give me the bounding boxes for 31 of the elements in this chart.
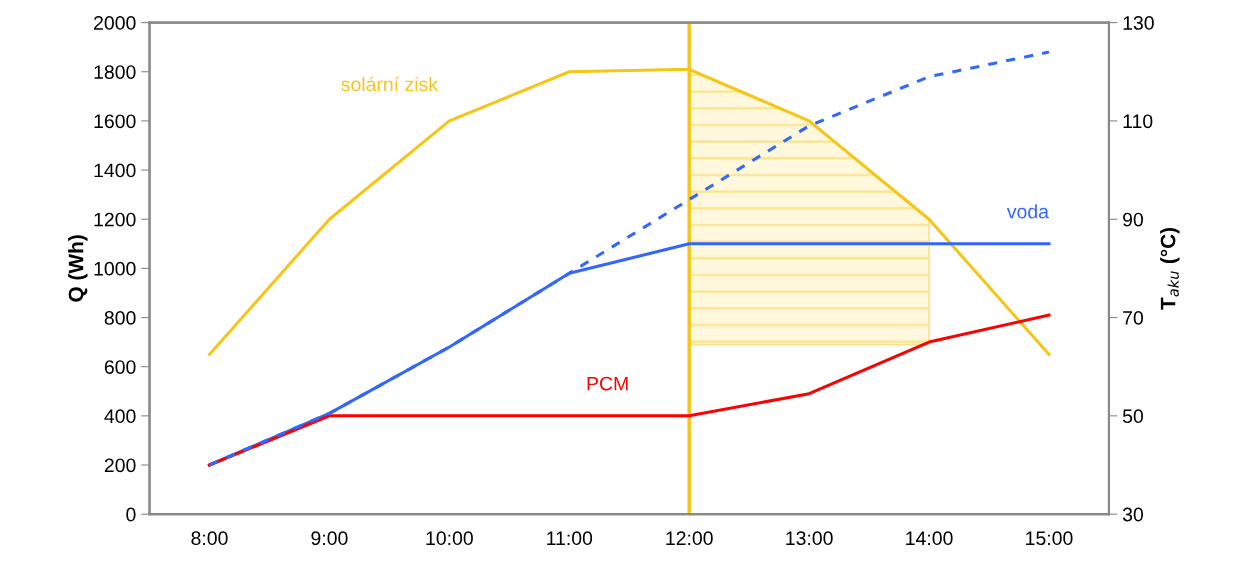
y-tick-label: 400: [104, 409, 136, 424]
y-tick-label: 1400: [94, 163, 136, 178]
y2-axis-title: T$_{aku}$ (°C): [1160, 227, 1180, 310]
x-tick-label: 13:00: [786, 531, 833, 546]
y2-tick-label: 70: [1123, 311, 1143, 325]
y-tick-label: 600: [104, 360, 136, 374]
y2-tick-label: 110: [1123, 114, 1153, 129]
y2-tick-label: 130: [1123, 16, 1154, 30]
x-tick-label: 15:00: [1026, 531, 1073, 546]
y-tick-label: 1200: [94, 212, 136, 227]
y-tick-label: 1000: [94, 261, 136, 276]
y-tick-label: 200: [104, 458, 136, 473]
y2-tick-label: 30: [1122, 507, 1143, 522]
y2-tick-label: 50: [1122, 409, 1143, 424]
x-tick-label: 10:00: [426, 531, 473, 546]
y2-tick-label: 90: [1123, 212, 1143, 227]
x-tick-label: 8:00: [191, 531, 228, 546]
y-tick-label: 2000: [94, 16, 136, 30]
y-axis-title: Q (Wh): [68, 235, 88, 302]
y-tick-label: 1800: [94, 65, 136, 79]
x-tick-label: 11:00: [547, 531, 593, 546]
y-tick-label: 800: [104, 311, 136, 325]
y-tick-label: 0: [126, 507, 136, 522]
series-label: solární zisk: [341, 76, 439, 92]
x-tick-label: 14:00: [906, 531, 953, 546]
series-label: PCM: [587, 376, 628, 391]
y-tick-label: 1600: [94, 114, 136, 129]
series-label: voda: [1006, 204, 1049, 219]
x-tick-label: 12:00: [666, 531, 713, 546]
x-tick-label: 9:00: [311, 531, 348, 546]
line-series: [207, 313, 1051, 467]
